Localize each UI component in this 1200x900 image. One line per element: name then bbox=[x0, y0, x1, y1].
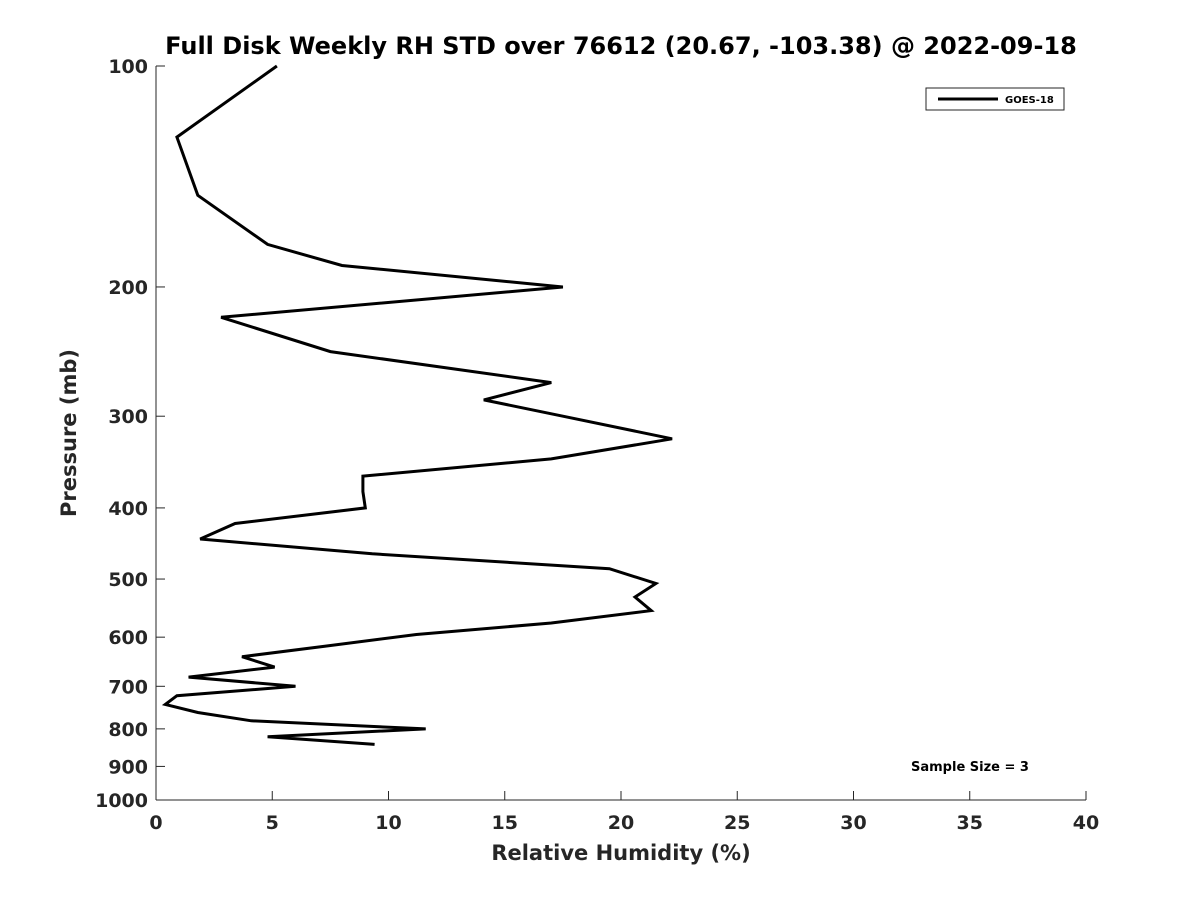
y-tick-label: 700 bbox=[108, 676, 148, 698]
x-axis-ticks: 0 5 10 15 20 25 30 35 40 bbox=[149, 791, 1099, 834]
y-tick-label: 900 bbox=[108, 756, 148, 778]
x-tick-label: 5 bbox=[266, 812, 279, 834]
x-tick-label: 10 bbox=[375, 812, 401, 834]
y-tick-label: 300 bbox=[108, 406, 148, 428]
y-axis-ticks: 100 200 300 400 500 600 700 800 900 1000 bbox=[95, 56, 165, 812]
x-axis-label: Relative Humidity (%) bbox=[491, 841, 750, 865]
x-tick-label: 40 bbox=[1073, 812, 1099, 834]
y-tick-label: 600 bbox=[108, 627, 148, 649]
legend-label-goes-18: GOES-18 bbox=[1005, 95, 1054, 106]
y-tick-label: 100 bbox=[108, 56, 148, 78]
y-tick-label: 500 bbox=[108, 569, 148, 591]
y-tick-label: 400 bbox=[108, 498, 148, 520]
y-tick-label: 1000 bbox=[95, 790, 148, 812]
x-tick-label: 25 bbox=[724, 812, 750, 834]
chart-title: Full Disk Weekly RH STD over 76612 (20.6… bbox=[165, 32, 1077, 60]
series-layer bbox=[161, 64, 673, 746]
sample-size-annotation: Sample Size = 3 bbox=[911, 760, 1029, 775]
x-tick-label: 15 bbox=[492, 812, 518, 834]
x-tick-label: 20 bbox=[608, 812, 634, 834]
x-tick-label: 35 bbox=[957, 812, 983, 834]
y-axis-label: Pressure (mb) bbox=[57, 349, 81, 517]
y-tick-label: 200 bbox=[108, 277, 148, 299]
legend: GOES-18 bbox=[925, 87, 1065, 111]
x-tick-label: 0 bbox=[149, 812, 162, 834]
y-tick-label: 800 bbox=[108, 719, 148, 741]
series-line-goes-18 bbox=[161, 64, 673, 746]
x-tick-label: 30 bbox=[840, 812, 866, 834]
